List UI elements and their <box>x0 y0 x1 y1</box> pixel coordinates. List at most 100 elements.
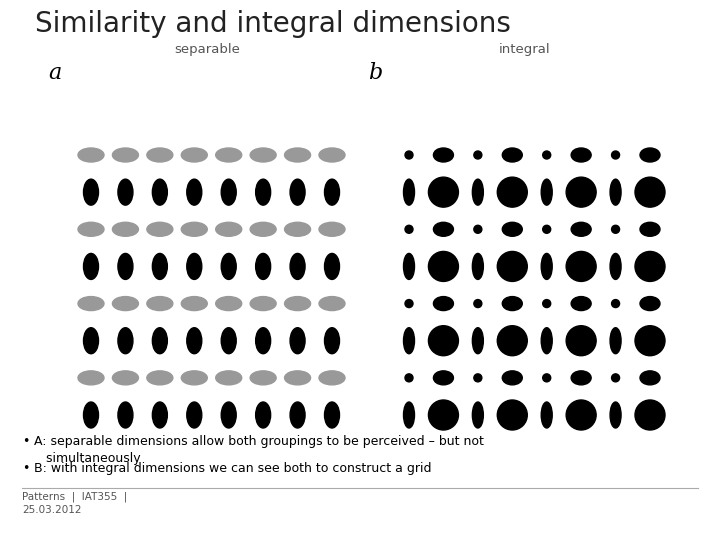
Text: integral: integral <box>499 43 551 56</box>
Ellipse shape <box>503 148 522 162</box>
Ellipse shape <box>433 148 454 162</box>
Ellipse shape <box>186 328 202 354</box>
Ellipse shape <box>112 296 138 310</box>
Ellipse shape <box>186 402 202 428</box>
Ellipse shape <box>284 148 310 162</box>
Ellipse shape <box>428 177 459 207</box>
Ellipse shape <box>325 402 340 428</box>
Ellipse shape <box>325 328 340 354</box>
Ellipse shape <box>405 300 413 308</box>
Ellipse shape <box>290 253 305 279</box>
Ellipse shape <box>186 253 202 279</box>
Ellipse shape <box>635 252 665 281</box>
Ellipse shape <box>153 402 167 428</box>
Ellipse shape <box>216 148 242 162</box>
Text: B: with integral dimensions we can see both to construct a grid: B: with integral dimensions we can see b… <box>34 462 431 475</box>
Ellipse shape <box>118 253 133 279</box>
Ellipse shape <box>290 328 305 354</box>
Ellipse shape <box>543 374 551 382</box>
Ellipse shape <box>428 326 459 356</box>
Ellipse shape <box>84 179 99 205</box>
Ellipse shape <box>541 253 552 279</box>
Ellipse shape <box>635 400 665 430</box>
Ellipse shape <box>503 371 522 385</box>
Ellipse shape <box>256 402 271 428</box>
Ellipse shape <box>571 222 591 237</box>
Ellipse shape <box>153 253 167 279</box>
Ellipse shape <box>498 252 527 281</box>
Ellipse shape <box>78 222 104 237</box>
Ellipse shape <box>250 222 276 237</box>
Ellipse shape <box>541 179 552 205</box>
Ellipse shape <box>474 225 482 233</box>
Ellipse shape <box>640 371 660 385</box>
Ellipse shape <box>118 179 133 205</box>
Ellipse shape <box>250 148 276 162</box>
Ellipse shape <box>403 253 415 279</box>
Ellipse shape <box>325 253 340 279</box>
Text: b: b <box>368 62 382 84</box>
Ellipse shape <box>78 371 104 385</box>
Ellipse shape <box>78 296 104 310</box>
Ellipse shape <box>640 148 660 162</box>
Ellipse shape <box>472 253 483 279</box>
Ellipse shape <box>256 253 271 279</box>
Ellipse shape <box>472 179 483 205</box>
Ellipse shape <box>147 148 173 162</box>
Ellipse shape <box>610 179 621 205</box>
Ellipse shape <box>181 148 207 162</box>
Ellipse shape <box>474 374 482 382</box>
Ellipse shape <box>571 296 591 310</box>
Ellipse shape <box>405 225 413 233</box>
Ellipse shape <box>640 222 660 237</box>
Ellipse shape <box>147 296 173 310</box>
Ellipse shape <box>216 371 242 385</box>
Ellipse shape <box>147 371 173 385</box>
Ellipse shape <box>84 402 99 428</box>
Ellipse shape <box>84 253 99 279</box>
Ellipse shape <box>153 179 167 205</box>
Ellipse shape <box>541 328 552 354</box>
Ellipse shape <box>290 402 305 428</box>
Ellipse shape <box>221 402 236 428</box>
Ellipse shape <box>118 328 133 354</box>
Ellipse shape <box>498 177 527 207</box>
Ellipse shape <box>221 328 236 354</box>
Ellipse shape <box>250 296 276 310</box>
Ellipse shape <box>403 328 415 354</box>
Ellipse shape <box>84 328 99 354</box>
Ellipse shape <box>284 222 310 237</box>
Ellipse shape <box>498 326 527 356</box>
Ellipse shape <box>566 252 596 281</box>
Ellipse shape <box>571 148 591 162</box>
Ellipse shape <box>428 252 459 281</box>
Ellipse shape <box>498 400 527 430</box>
Text: separable: separable <box>174 43 240 56</box>
Ellipse shape <box>640 296 660 310</box>
Ellipse shape <box>610 402 621 428</box>
Ellipse shape <box>256 179 271 205</box>
Ellipse shape <box>112 371 138 385</box>
Text: A: separable dimensions allow both groupings to be perceived – but not
   simult: A: separable dimensions allow both group… <box>34 435 484 465</box>
Ellipse shape <box>319 222 345 237</box>
Ellipse shape <box>78 148 104 162</box>
Ellipse shape <box>428 400 459 430</box>
Text: Similarity and integral dimensions: Similarity and integral dimensions <box>35 10 511 38</box>
Ellipse shape <box>216 222 242 237</box>
Ellipse shape <box>153 328 167 354</box>
Ellipse shape <box>118 402 133 428</box>
Ellipse shape <box>541 402 552 428</box>
Ellipse shape <box>221 253 236 279</box>
Ellipse shape <box>319 148 345 162</box>
Text: a: a <box>48 62 61 84</box>
Ellipse shape <box>611 374 620 382</box>
Ellipse shape <box>405 374 413 382</box>
Ellipse shape <box>543 151 551 159</box>
Ellipse shape <box>474 300 482 308</box>
Ellipse shape <box>571 371 591 385</box>
Ellipse shape <box>325 179 340 205</box>
Ellipse shape <box>221 179 236 205</box>
Ellipse shape <box>319 371 345 385</box>
Ellipse shape <box>284 296 310 310</box>
Ellipse shape <box>147 222 173 237</box>
